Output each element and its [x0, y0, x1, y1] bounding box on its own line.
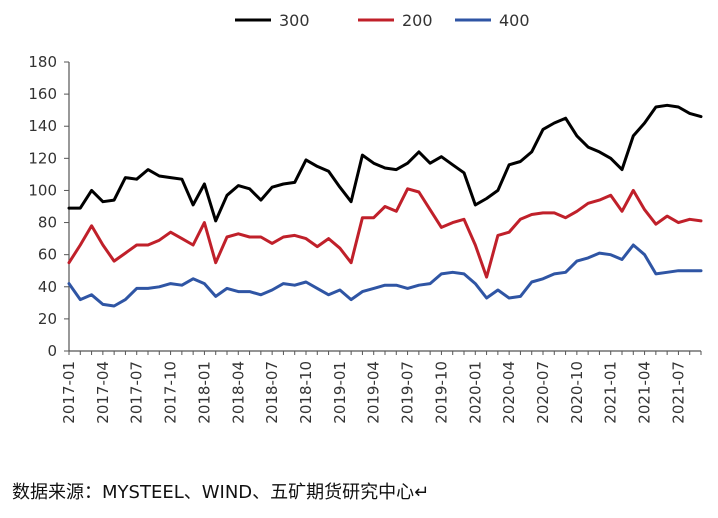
legend-label-200: 200: [402, 11, 433, 30]
x-tick-label: 2017-01: [60, 361, 78, 424]
series-line-300: [67, 103, 703, 223]
y-tick-label: 0: [47, 342, 57, 360]
x-tick-label: 2019-10: [432, 361, 450, 424]
y-tick-label: 60: [38, 246, 57, 264]
x-tick-label: 2021-01: [602, 361, 620, 424]
x-tick-label: 2021-04: [636, 361, 654, 424]
x-tick-label: 2019-04: [365, 361, 383, 424]
legend: 300 200 400: [235, 11, 530, 30]
legend-label-300: 300: [279, 11, 310, 30]
x-tick-label: 2017-04: [94, 361, 112, 424]
x-tick-label: 2017-10: [162, 361, 180, 424]
y-tick-label: 40: [38, 278, 57, 296]
y-tick-label: 140: [28, 117, 57, 135]
x-tick-label: 2018-04: [229, 361, 247, 424]
source-note: 数据来源：MYSTEEL、WIND、五矿期货研究中心↵: [12, 482, 430, 503]
line-chart: 300 200 400 0 20 40 60 80 100 120 140 160 180 2017-0…: [28, 11, 703, 424]
legend-label-400: 400: [499, 11, 530, 30]
x-tick-label: 2020-10: [568, 361, 586, 424]
series-line-200: [67, 187, 703, 279]
y-tick-label: 120: [28, 149, 57, 167]
y-tick-label: 80: [38, 214, 57, 232]
x-tick-label: 2018-07: [263, 361, 281, 424]
y-tick-label: 180: [28, 53, 57, 71]
x-tick-label: 2018-01: [195, 361, 213, 424]
y-tick-label: 100: [28, 181, 57, 199]
x-tick-label: 2019-07: [399, 361, 417, 424]
series-lines: [67, 103, 703, 308]
y-tick-label: 20: [38, 310, 57, 328]
axes: 0 20 40 60 80 100 120 140 160 180 2017-01 2017-04 20…: [28, 53, 702, 424]
x-tick-label: 2020-07: [534, 361, 552, 424]
x-tick-label: 2018-10: [297, 361, 315, 424]
series-line-400: [67, 243, 703, 308]
x-tick-label: 2021-07: [669, 361, 687, 424]
y-tick-label: 160: [28, 85, 57, 103]
x-tick-label: 2020-01: [466, 361, 484, 424]
x-tick-label: 2019-01: [331, 361, 349, 424]
x-tick-label: 2020-04: [500, 361, 518, 424]
x-tick-label: 2017-07: [128, 361, 146, 424]
